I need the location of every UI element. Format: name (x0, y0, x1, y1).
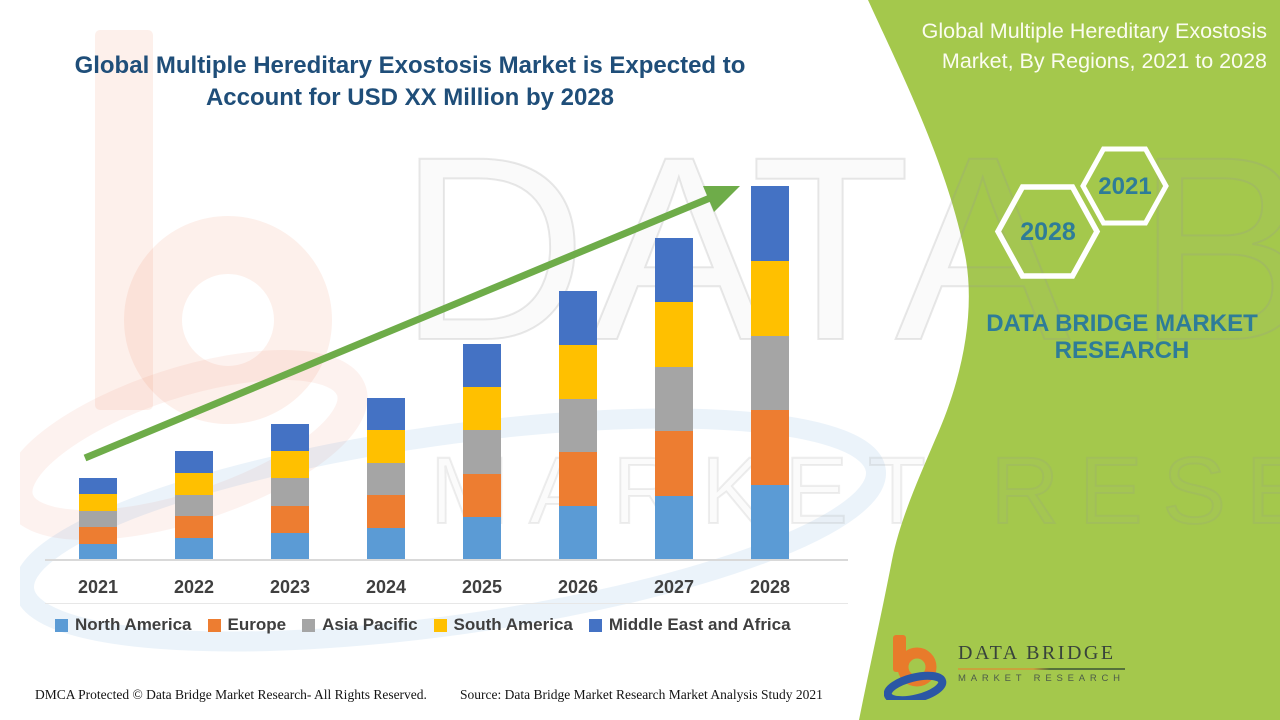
brand-text-line-2: RESEARCH (1054, 337, 1190, 364)
hexagon-2028 (994, 184, 1101, 279)
panel-heading: Global Multiple Hereditary Exostosis Mar… (877, 16, 1267, 76)
hexagon-year-small: 2021 (1098, 173, 1152, 200)
company-logo: DATA BRIDGE MARKET RESEARCH (884, 630, 1125, 700)
logo-title: DATA BRIDGE (958, 642, 1116, 664)
panel-heading-line-1: Global Multiple Hereditary Exostosis (921, 19, 1267, 43)
logo-rule (958, 668, 1125, 670)
logo-words: DATA BRIDGE MARKET RESEARCH (958, 630, 1125, 684)
footer-dmca: DMCA Protected © Data Bridge Market Rese… (35, 687, 427, 702)
brand-text-line-1: DATA BRIDGE MARKET (986, 310, 1258, 337)
panel-heading-line-2: Market, By Regions, 2021 to 2028 (941, 49, 1267, 73)
hexagon-2021 (1080, 146, 1169, 226)
logo-b-icon (884, 635, 947, 700)
year-hexagons (994, 146, 1169, 279)
brand-text: DATA BRIDGE MARKET RESEARCH (960, 310, 1280, 364)
hexagon-year-large: 2028 (1020, 218, 1076, 246)
footer-source: Source: Data Bridge Market Research Mark… (460, 687, 823, 702)
logo-subtitle: MARKET RESEARCH (958, 673, 1125, 684)
